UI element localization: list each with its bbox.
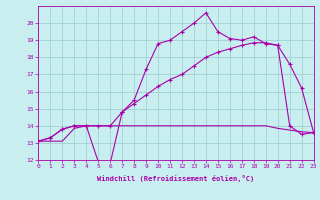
- X-axis label: Windchill (Refroidissement éolien,°C): Windchill (Refroidissement éolien,°C): [97, 175, 255, 182]
